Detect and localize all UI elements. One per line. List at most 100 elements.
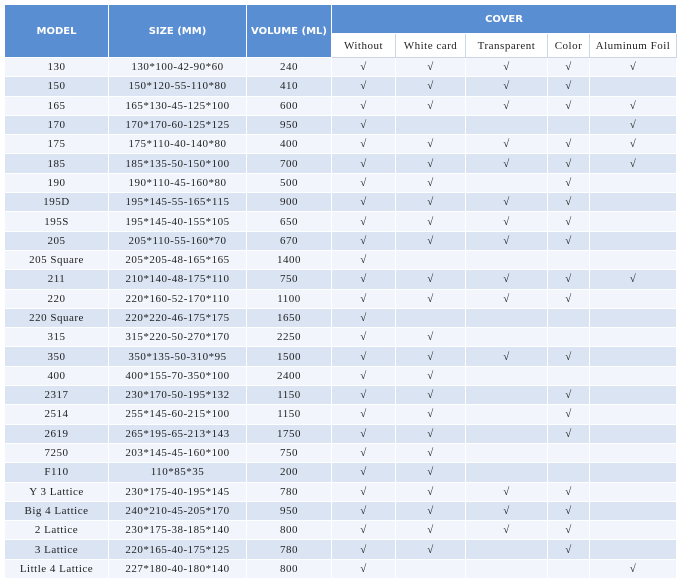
volume-cell: 1150 <box>246 385 332 406</box>
cover-cell <box>465 114 548 136</box>
model-cell: 211 <box>4 269 109 290</box>
cover-cell <box>588 404 678 425</box>
cover-cell: √ <box>395 404 466 425</box>
table-row: 205 Square 205*205-48-165*165 1400 √ <box>4 249 678 271</box>
cover-cell: √ <box>331 385 396 406</box>
cover-cell: √ <box>331 520 396 541</box>
size-cell: 205*205-48-165*165 <box>108 249 247 271</box>
cover-cell <box>465 404 548 425</box>
cover-cell: √ <box>331 327 396 348</box>
cover-cell: √ <box>395 76 466 97</box>
cover-cell: √ <box>547 211 590 232</box>
table-row: 195S 195*145-40-155*105 650 √ √ √ √ <box>4 211 678 232</box>
table-row: 2619 265*195-65-213*143 1750 √ √ √ <box>4 423 678 444</box>
cover-cell <box>588 249 678 271</box>
cover-cell: √ <box>395 442 466 464</box>
model-cell: 350 <box>4 346 109 367</box>
table-row: 2514 255*145-60-215*100 1150 √ √ √ <box>4 404 678 425</box>
model-cell: Little 4 Lattice <box>4 558 109 580</box>
table-row: 190 190*110-45-160*80 500 √ √ √ <box>4 172 678 194</box>
cover-cell <box>547 327 590 348</box>
cover-cell: √ <box>395 134 466 155</box>
header-model: MODEL <box>4 4 109 58</box>
cover-cell <box>547 442 590 464</box>
cover-cell: √ <box>547 172 590 194</box>
cover-cell: √ <box>588 153 678 174</box>
cover-cell: √ <box>547 385 590 406</box>
table-row: 220 Square 220*220-46-175*175 1650 √ <box>4 307 678 329</box>
header-size: SIZE (MM) <box>108 4 247 58</box>
cover-cell: √ <box>395 365 466 387</box>
cover-cell <box>588 365 678 387</box>
volume-cell: 670 <box>246 230 332 251</box>
model-cell: F110 <box>4 462 109 483</box>
cover-cell: √ <box>395 539 466 560</box>
volume-cell: 800 <box>246 520 332 541</box>
size-cell: 185*135-50-150*100 <box>108 153 247 174</box>
cover-cell: √ <box>395 481 466 502</box>
table-row: 165 165*130-45-125*100 600 √ √ √ √ √ <box>4 95 678 116</box>
model-cell: 195S <box>4 211 109 232</box>
cover-cell <box>588 520 678 541</box>
size-cell: 205*110-55-160*70 <box>108 230 247 251</box>
cover-cell <box>588 230 678 251</box>
volume-cell: 200 <box>246 462 332 483</box>
model-cell: 220 Square <box>4 307 109 329</box>
cover-cell: √ <box>395 56 466 78</box>
cover-cell: √ <box>547 134 590 155</box>
cover-cell: √ <box>465 269 548 290</box>
table-row: 2 Lattice 230*175-38-185*140 800 √ √ √ √ <box>4 520 678 541</box>
cover-cell: √ <box>331 153 396 174</box>
product-table: MODEL SIZE (MM) VOLUME (ML) COVER Withou… <box>4 4 678 580</box>
header-cover: COVER <box>330 4 678 34</box>
cover-cell: √ <box>547 95 590 116</box>
cover-cell <box>547 249 590 271</box>
size-cell: 150*120-55-110*80 <box>108 76 247 97</box>
volume-cell: 950 <box>246 114 332 136</box>
cover-cell: √ <box>588 114 678 136</box>
cover-cell: √ <box>331 346 396 367</box>
cover-cell: √ <box>395 230 466 251</box>
cover-cell <box>588 346 678 367</box>
cover-cell <box>465 249 548 271</box>
table-row: 195D 195*145-55-165*115 900 √ √ √ √ <box>4 192 678 213</box>
cover-cell: √ <box>547 288 590 309</box>
cover-cell: √ <box>465 288 548 309</box>
cover-cell: √ <box>395 520 466 541</box>
cover-cell: √ <box>395 172 466 194</box>
table-row: 350 350*135-50-310*95 1500 √ √ √ √ <box>4 346 678 367</box>
cover-column-header: White card <box>395 33 466 58</box>
table-row: 130 130*100-42-90*60 240 √ √ √ √ √ <box>4 56 678 78</box>
table-row: 211 210*140-48-175*110 750 √ √ √ √ √ <box>4 269 678 290</box>
table-row: 2317 230*170-50-195*132 1150 √ √ √ <box>4 385 678 406</box>
cover-cell <box>588 192 678 213</box>
size-cell: 255*145-60-215*100 <box>108 404 247 425</box>
cover-cell: √ <box>395 211 466 232</box>
cover-cell: √ <box>331 172 396 194</box>
cover-cell: √ <box>331 56 396 78</box>
table-row: Big 4 Lattice 240*210-45-205*170 950 √ √ √ √ <box>4 500 678 522</box>
cover-cell <box>465 462 548 483</box>
size-cell: 175*110-40-140*80 <box>108 134 247 155</box>
size-cell: 220*165-40-175*125 <box>108 539 247 560</box>
cover-cell: √ <box>331 442 396 464</box>
cover-cell: √ <box>465 346 548 367</box>
cover-cell <box>588 481 678 502</box>
cover-cell: √ <box>588 134 678 155</box>
model-cell: 400 <box>4 365 109 387</box>
cover-cell <box>395 558 466 580</box>
cover-cell: √ <box>465 211 548 232</box>
cover-cell: √ <box>331 114 396 136</box>
cover-cell: √ <box>547 76 590 97</box>
cover-cell: √ <box>331 288 396 309</box>
cover-cell <box>547 462 590 483</box>
cover-cell <box>465 558 548 580</box>
size-cell: 170*170-60-125*125 <box>108 114 247 136</box>
cover-cell <box>547 558 590 580</box>
cover-cell <box>588 327 678 348</box>
cover-cell: √ <box>331 249 396 271</box>
cover-cell: √ <box>547 520 590 541</box>
volume-cell: 1500 <box>246 346 332 367</box>
volume-cell: 1750 <box>246 423 332 444</box>
